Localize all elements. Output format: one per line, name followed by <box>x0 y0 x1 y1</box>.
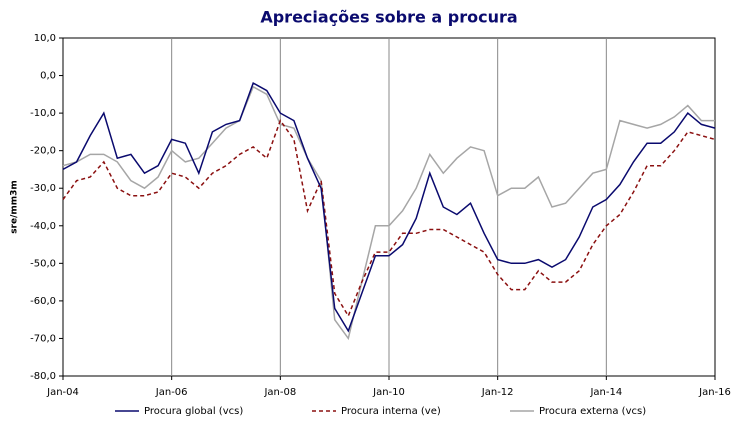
x-tick-label: Jan-16 <box>698 387 731 398</box>
y-tick-label: 0,0 <box>40 71 56 82</box>
y-tick-label: -70,0 <box>30 333 56 344</box>
y-tick-label: -50,0 <box>30 258 56 269</box>
legend-label: Procura externa (vcs) <box>539 406 646 417</box>
y-tick-label: -20,0 <box>30 146 56 157</box>
y-tick-label: 10,0 <box>34 33 56 44</box>
y-tick-label: -10,0 <box>30 108 56 119</box>
y-axis-label: sre/mm3m <box>10 180 20 234</box>
x-tick-label: Jan-10 <box>372 387 405 398</box>
x-tick-label: Jan-08 <box>263 387 296 398</box>
x-tick-label: Jan-12 <box>481 387 514 398</box>
series-line <box>62 82 716 333</box>
series-line <box>62 85 715 341</box>
x-tick-label: Jan-04 <box>46 387 79 398</box>
x-tick-label: Jan-14 <box>589 387 622 398</box>
chart-title: Apreciações sobre a procura <box>260 8 517 27</box>
y-tick-label: -30,0 <box>30 183 56 194</box>
y-tick-label: -40,0 <box>30 221 56 232</box>
y-tick-label: -60,0 <box>30 296 56 307</box>
series-line <box>62 119 716 318</box>
legend-label: Procura interna (ve) <box>341 406 441 417</box>
y-tick-label: -80,0 <box>30 371 56 382</box>
legend-label: Procura global (vcs) <box>144 406 243 417</box>
x-tick-label: Jan-06 <box>155 387 188 398</box>
